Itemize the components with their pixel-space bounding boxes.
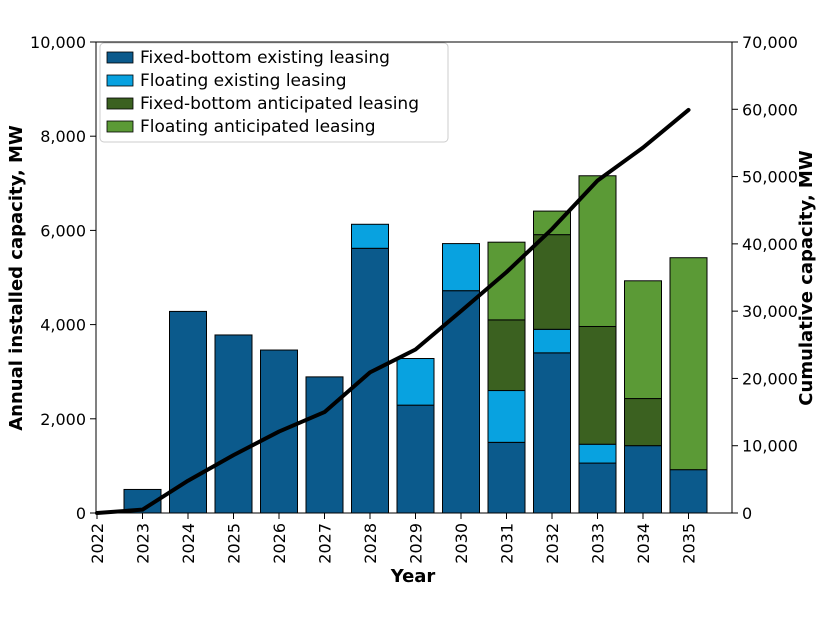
x-tick-label: 2029 xyxy=(407,523,426,564)
x-tick-label: 2026 xyxy=(270,523,289,564)
bar-2033-series-1 xyxy=(578,443,617,464)
y2-axis-title: Cumulative capacity, MW xyxy=(796,150,817,406)
bar-2034-series-3 xyxy=(624,280,662,400)
bar-2035-series-0 xyxy=(669,469,708,514)
y2-tick-label: 20,000 xyxy=(742,369,798,388)
bar-2032-series-2 xyxy=(533,234,571,330)
bar-2031-series-1 xyxy=(487,390,526,443)
y-tick-label: 6,000 xyxy=(40,221,86,240)
y-tick-label: 4,000 xyxy=(40,316,86,335)
legend-swatch-fixed-bottom-existing xyxy=(106,51,134,64)
bar-2031-series-0 xyxy=(487,441,526,514)
legend-entry: Fixed-bottom existing leasing xyxy=(106,48,390,68)
x-tick-label: 2023 xyxy=(134,523,153,564)
legend-entry: Floating existing leasing xyxy=(106,71,347,91)
bar-2027-series-0 xyxy=(305,376,344,514)
legend-swatch-floating-anticipated xyxy=(106,120,134,133)
x-tick-label: 2028 xyxy=(361,523,380,564)
y-tick-label: 10,000 xyxy=(30,33,86,52)
y2-tick-label: 60,000 xyxy=(742,100,798,119)
legend-label: Floating anticipated leasing xyxy=(140,117,376,137)
x-axis-title: Year xyxy=(390,566,436,587)
cumulative-line xyxy=(95,107,691,515)
bar-2030-series-0 xyxy=(442,290,480,514)
bar-2033-series-0 xyxy=(578,462,617,514)
bar-2029-series-0 xyxy=(396,404,435,514)
x-tick-label: 2030 xyxy=(452,523,471,564)
x-tick-label: 2033 xyxy=(589,523,608,564)
y-tick-label: 2,000 xyxy=(40,410,86,429)
cumulative-line-group xyxy=(95,107,691,515)
bar-2032-series-0 xyxy=(533,352,571,514)
legend-label: Fixed-bottom anticipated leasing xyxy=(140,94,419,114)
y-axis-title: Annual installed capacity, MW xyxy=(6,125,27,431)
x-tick-label: 2034 xyxy=(634,523,653,564)
legend-frame xyxy=(99,42,449,143)
y2-tick-label: 50,000 xyxy=(742,168,798,187)
bar-2025-series-0 xyxy=(214,334,253,514)
bar-2033-series-2 xyxy=(578,325,617,445)
bar-2029-series-1 xyxy=(396,358,435,406)
y2-tick-label: 0 xyxy=(742,504,752,523)
x-tick-label: 2022 xyxy=(88,523,107,564)
x-tick-label: 2035 xyxy=(680,523,699,564)
y-tick-label: 0 xyxy=(76,504,86,523)
bars-group xyxy=(123,175,708,514)
x-tick-label: 2031 xyxy=(498,523,517,564)
bar-2032-series-1 xyxy=(533,328,571,354)
legend-label: Fixed-bottom existing leasing xyxy=(140,48,390,68)
bar-2034-series-2 xyxy=(624,398,662,447)
bar-2034-series-0 xyxy=(624,445,662,514)
bar-2033-series-3 xyxy=(578,175,617,327)
bar-2030-series-1 xyxy=(442,243,480,292)
bar-2035-series-3 xyxy=(669,257,708,471)
legend-entry: Fixed-bottom anticipated leasing xyxy=(106,94,419,114)
x-tick-label: 2025 xyxy=(225,523,244,564)
y2-tick-label: 10,000 xyxy=(742,437,798,456)
legend: Fixed-bottom existing leasing Floating e… xyxy=(99,42,449,143)
plot-frame xyxy=(95,41,733,514)
legend-label: Floating existing leasing xyxy=(140,71,347,91)
y2-tick-label: 40,000 xyxy=(742,235,798,254)
legend-swatch-fixed-bottom-anticipated xyxy=(106,97,134,110)
y2-tick-label: 70,000 xyxy=(742,33,798,52)
y2-tick-label: 30,000 xyxy=(742,302,798,321)
x-tick-label: 2027 xyxy=(316,523,335,564)
x-tick-label: 2024 xyxy=(179,523,198,564)
x-tick-label: 2032 xyxy=(543,523,562,564)
legend-entry: Floating anticipated leasing xyxy=(106,117,376,137)
axes-group: 0 2,000 4,000 6,000 8,000 10,000 0 10,000 20,000… xyxy=(30,33,798,564)
bar-2028-series-1 xyxy=(351,223,389,249)
bar-2031-series-2 xyxy=(487,319,526,392)
y-tick-label: 8,000 xyxy=(40,127,86,146)
legend-swatch-floating-existing xyxy=(106,74,134,87)
bar-2028-series-0 xyxy=(351,247,389,514)
